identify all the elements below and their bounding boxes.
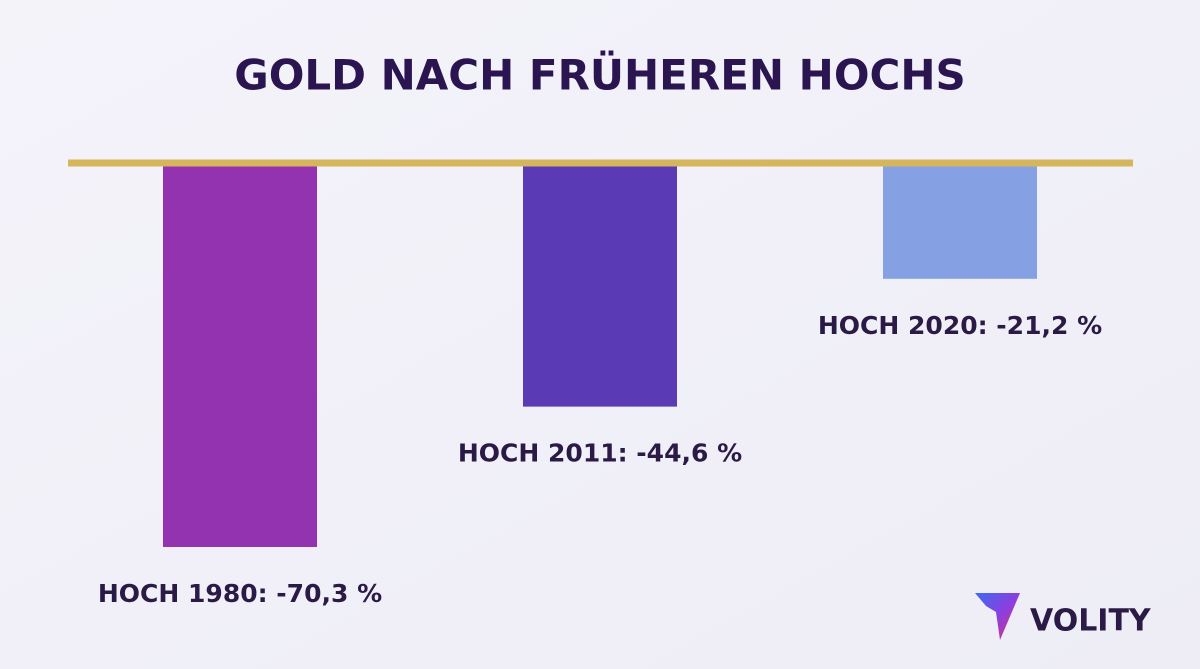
value-label: HOCH 2011: -44,6 % (458, 439, 742, 468)
chart-title: GOLD NACH FRÜHEREN HOCHS (234, 50, 966, 100)
bars (163, 163, 1037, 547)
logo-icon (975, 593, 1020, 640)
value-label: HOCH 1980: -70,3 % (98, 579, 382, 608)
brand-name: VOLITY (1030, 604, 1152, 639)
bar (523, 163, 677, 407)
bar (883, 163, 1037, 279)
value-label: HOCH 2020: -21,2 % (818, 311, 1102, 340)
bar (163, 163, 317, 547)
brand-logo: VOLITY (975, 593, 1152, 640)
